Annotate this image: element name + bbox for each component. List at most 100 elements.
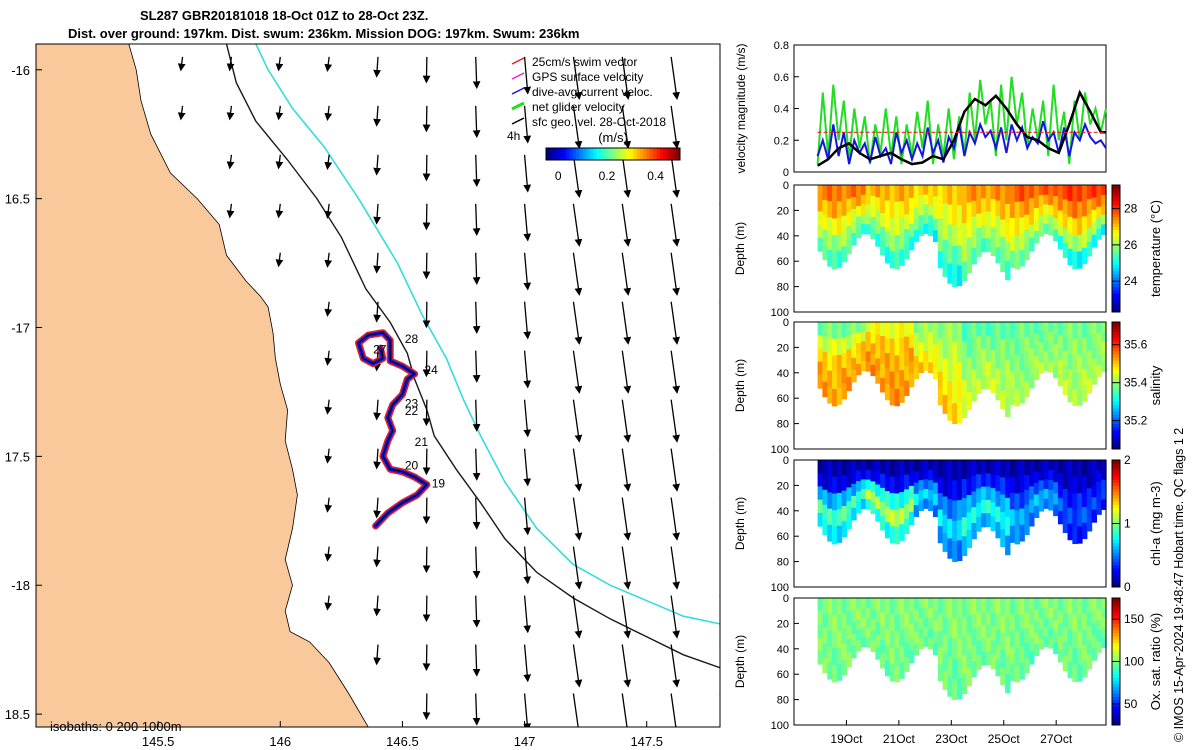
legend-entry-1: GPS surface velocity	[532, 70, 643, 84]
heatmap-cell	[937, 631, 944, 649]
heatmap-cell	[956, 205, 963, 226]
heatmap-cell	[981, 375, 987, 390]
heatmap-cell	[981, 185, 987, 199]
heatmap-cell	[841, 490, 848, 507]
geo-velocity-arrow	[572, 546, 583, 590]
heatmap-ytick-80: 80	[777, 695, 789, 707]
colorbar-cell	[1112, 610, 1120, 615]
heatmap-cell	[995, 322, 1001, 339]
heatmap-cell	[1062, 336, 1069, 352]
heatmap-cell	[956, 460, 963, 481]
heatmap-cell	[904, 504, 910, 520]
heatmap-cell	[1043, 460, 1049, 471]
heatmap-cell	[880, 335, 886, 351]
colorbar-cell	[1112, 626, 1120, 631]
heatmap-cell	[1048, 607, 1054, 619]
heatmap-cell	[1072, 631, 1078, 649]
heatmap-cell	[1038, 490, 1045, 502]
heatmap-cell	[923, 331, 929, 342]
colorbar-cell	[1112, 463, 1120, 467]
heatmap-cell	[1077, 322, 1083, 340]
heatmap-cell	[937, 218, 944, 236]
heatmap-cell	[875, 484, 881, 498]
heatmap-cell	[956, 500, 963, 521]
colorbar-cell	[1112, 712, 1120, 716]
heatmap-cell	[918, 185, 924, 196]
heatmap-cell	[952, 658, 958, 680]
heatmap-cell	[947, 400, 953, 421]
heatmap-cell	[990, 488, 997, 503]
colorbar-cell	[1112, 475, 1120, 480]
heatmap-cell	[990, 502, 997, 517]
colorbar-tick-28: 28	[1124, 202, 1138, 216]
heatmap-cell	[860, 460, 867, 471]
heatmap-cell	[841, 460, 848, 476]
heatmap-cell	[894, 598, 900, 616]
heatmap-cell	[942, 598, 948, 617]
heatmap-cell	[913, 367, 920, 379]
heatmap-cell	[889, 509, 896, 527]
heatmap-cell	[1038, 470, 1045, 481]
heatmap-cell	[942, 616, 948, 636]
colorbar-tick-35.6: 35.6	[1124, 338, 1148, 352]
heatmap-cell	[942, 533, 948, 552]
heatmap-cell	[937, 201, 944, 219]
heatmap-cell	[1000, 322, 1006, 340]
speed-colorbar-tick-0: 0	[555, 169, 562, 183]
heatmap-cell	[841, 337, 848, 354]
heatmap-cell	[860, 617, 867, 628]
heatmap-cell	[1072, 648, 1078, 666]
heatmap-cell	[832, 527, 838, 545]
heatmap-cell	[1096, 206, 1102, 219]
heatmap-cell	[1038, 618, 1045, 630]
colorbar-cell	[1112, 305, 1120, 310]
heatmap-cell	[841, 200, 848, 217]
heatmap-cell	[976, 612, 982, 628]
map-ytick--17: -17	[11, 321, 30, 336]
heatmap-cell	[1057, 648, 1064, 663]
heatmap-cell	[904, 185, 910, 201]
heatmap-cell	[1043, 223, 1049, 234]
heatmap-cell	[894, 460, 900, 478]
heatmap-cell	[1000, 667, 1006, 686]
heatmap-cell	[1101, 351, 1107, 363]
heatmap-cell	[851, 598, 857, 611]
colorbar-cell	[1112, 642, 1120, 647]
heatmap-cell	[985, 198, 992, 213]
heatmap-cell	[918, 362, 924, 373]
heatmap-cell	[976, 640, 982, 656]
geo-velocity-arrow	[719, 399, 720, 405]
heatmap-ytick-20: 20	[777, 205, 789, 217]
colorbar-cell	[1112, 264, 1120, 269]
heatmap-cell	[1077, 647, 1083, 666]
heatmap-cell	[904, 460, 910, 476]
heatmap-cell	[841, 628, 848, 645]
heatmap-cell	[923, 469, 929, 480]
heatmap-cell	[1043, 194, 1049, 205]
heatmap-cell	[971, 491, 977, 508]
heatmap-cell	[841, 506, 848, 522]
heatmap-cell	[956, 480, 963, 501]
heatmap-cell	[875, 598, 881, 611]
heatmap-cell	[899, 662, 905, 679]
heatmap-cell	[851, 483, 857, 497]
heatmap-cell	[1086, 322, 1093, 337]
time-xtick-27Oct: 27Oct	[1040, 732, 1073, 746]
geo-velocity-arrow	[324, 252, 333, 268]
heatmap-cell	[841, 598, 848, 614]
heatmap-cell	[908, 197, 915, 212]
heatmap-cell	[1067, 613, 1073, 631]
colorbar-cell	[1112, 360, 1120, 364]
geo-velocity-arrow	[719, 497, 720, 503]
velocity-series-2	[816, 89, 1106, 167]
colorbar-cell	[1112, 686, 1120, 691]
heatmap-cell	[875, 185, 881, 198]
speed-colorbar-cell	[669, 148, 674, 160]
heatmap-cell	[832, 322, 838, 340]
colorbar-cell	[1112, 696, 1120, 701]
heatmap-cell	[1038, 195, 1045, 206]
heatmap-cell	[894, 218, 900, 236]
heatmap-cell	[1048, 460, 1054, 471]
heatmap-cell	[952, 362, 958, 384]
heatmap-cell	[1086, 213, 1093, 229]
